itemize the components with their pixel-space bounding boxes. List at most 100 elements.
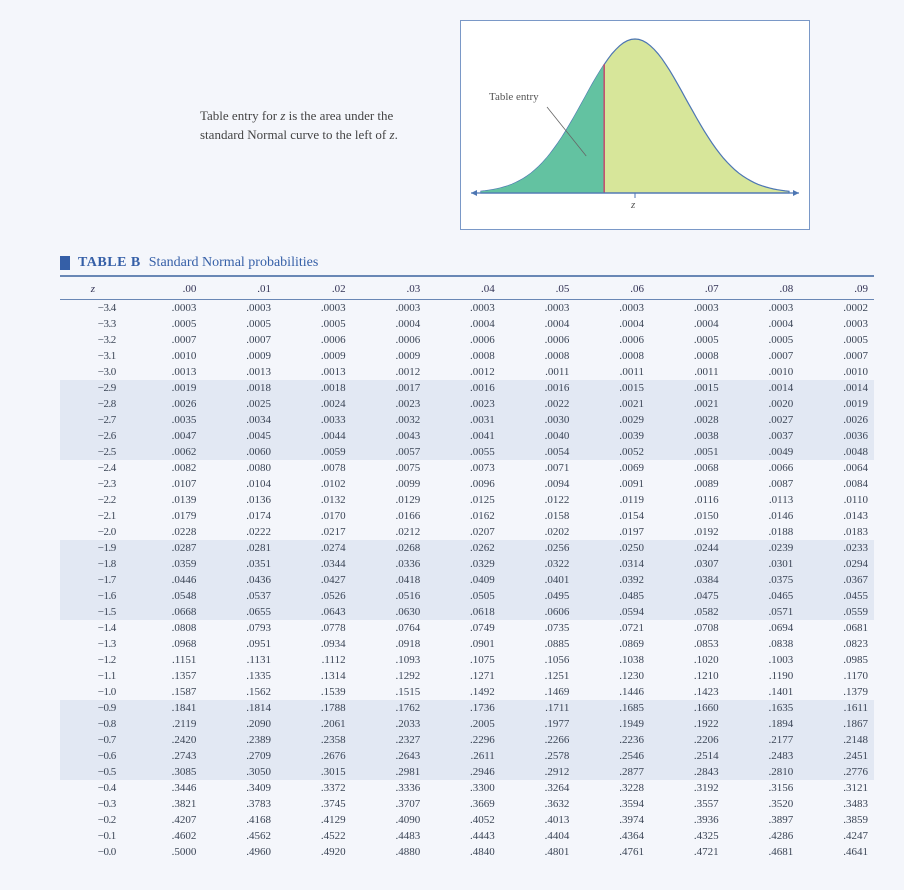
cell: .0026 <box>799 412 874 428</box>
cell: .0021 <box>575 396 650 412</box>
cell: .1562 <box>202 684 277 700</box>
cell: .2296 <box>426 732 501 748</box>
cell: .1020 <box>650 652 725 668</box>
cell: .4364 <box>575 828 650 844</box>
cell: .1977 <box>501 716 576 732</box>
cell: .0018 <box>277 380 352 396</box>
cell: .0032 <box>352 412 427 428</box>
cell: .0170 <box>277 508 352 524</box>
cell: .1469 <box>501 684 576 700</box>
cell: .0017 <box>352 380 427 396</box>
cell: .0307 <box>650 556 725 572</box>
table-row: −1.0.1587.1562.1539.1515.1492.1469.1446.… <box>60 684 874 700</box>
z-label: −2.8 <box>60 396 128 412</box>
table-row: −2.1.0179.0174.0170.0166.0162.0158.0154.… <box>60 508 874 524</box>
cell: .1762 <box>352 700 427 716</box>
cell: .1075 <box>426 652 501 668</box>
col-07: .07 <box>650 279 725 300</box>
cell: .0516 <box>352 588 427 604</box>
cell: .0003 <box>501 300 576 317</box>
cell: .0007 <box>202 332 277 348</box>
cell: .0031 <box>426 412 501 428</box>
cell: .1230 <box>575 668 650 684</box>
cell: .1587 <box>128 684 203 700</box>
z-label: −2.2 <box>60 492 128 508</box>
cell: .1660 <box>650 700 725 716</box>
cell: .0039 <box>575 428 650 444</box>
cell: .1635 <box>725 700 800 716</box>
cell: .2810 <box>725 764 800 780</box>
cell: .4721 <box>650 844 725 860</box>
cell: .1515 <box>352 684 427 700</box>
cell: .0062 <box>128 444 203 460</box>
cell: .0606 <box>501 604 576 620</box>
cell: .0023 <box>426 396 501 412</box>
cell: .0764 <box>352 620 427 636</box>
cell: .2676 <box>277 748 352 764</box>
cell: .0793 <box>202 620 277 636</box>
cell: .3483 <box>799 796 874 812</box>
z-label: −3.0 <box>60 364 128 380</box>
cell: .0004 <box>650 316 725 332</box>
cell: .0537 <box>202 588 277 604</box>
cell: .0162 <box>426 508 501 524</box>
col-03: .03 <box>352 279 427 300</box>
cell: .0244 <box>650 540 725 556</box>
cell: .3156 <box>725 780 800 796</box>
cell: .1335 <box>202 668 277 684</box>
cell: .0004 <box>725 316 800 332</box>
cell: .0838 <box>725 636 800 652</box>
cell: .0207 <box>426 524 501 540</box>
cell: .0869 <box>575 636 650 652</box>
cell: .0089 <box>650 476 725 492</box>
cell: .1271 <box>426 668 501 684</box>
cell: .2546 <box>575 748 650 764</box>
cell: .0010 <box>725 364 800 380</box>
cell: .0084 <box>799 476 874 492</box>
z-label: −0.0 <box>60 844 128 860</box>
cell: .0019 <box>128 380 203 396</box>
cell: .0014 <box>799 380 874 396</box>
table-row: −1.9.0287.0281.0274.0268.0262.0256.0250.… <box>60 540 874 556</box>
header-row: z.00.01.02.03.04.05.06.07.08.09 <box>60 279 874 300</box>
cell: .0217 <box>277 524 352 540</box>
cell: .1093 <box>352 652 427 668</box>
cell: .1685 <box>575 700 650 716</box>
table-row: −2.7.0035.0034.0033.0032.0031.0030.0029.… <box>60 412 874 428</box>
cell: .2358 <box>277 732 352 748</box>
cell: .3264 <box>501 780 576 796</box>
table-row: −3.2.0007.0007.0006.0006.0006.0006.0006.… <box>60 332 874 348</box>
cell: .1003 <box>725 652 800 668</box>
cell: .0618 <box>426 604 501 620</box>
cell: .1446 <box>575 684 650 700</box>
cell: .0314 <box>575 556 650 572</box>
cell: .2090 <box>202 716 277 732</box>
cell: .0003 <box>575 300 650 317</box>
z-label: −0.4 <box>60 780 128 796</box>
cell: .0012 <box>426 364 501 380</box>
cell: .0427 <box>277 572 352 588</box>
z-label: −2.5 <box>60 444 128 460</box>
cell: .0344 <box>277 556 352 572</box>
cell: .0071 <box>501 460 576 476</box>
cell: .4325 <box>650 828 725 844</box>
z-label: −2.6 <box>60 428 128 444</box>
cell: .0068 <box>650 460 725 476</box>
table-row: −1.2.1151.1131.1112.1093.1075.1056.1038.… <box>60 652 874 668</box>
cell: .0262 <box>426 540 501 556</box>
cell: .3821 <box>128 796 203 812</box>
cell: .2033 <box>352 716 427 732</box>
cell: .0010 <box>799 364 874 380</box>
cell: .3594 <box>575 796 650 812</box>
cell: .0287 <box>128 540 203 556</box>
cell: .0485 <box>575 588 650 604</box>
cell: .4404 <box>501 828 576 844</box>
cell: .0055 <box>426 444 501 460</box>
cell: .0026 <box>128 396 203 412</box>
cell: .0064 <box>799 460 874 476</box>
cell: .0041 <box>426 428 501 444</box>
cell: .1949 <box>575 716 650 732</box>
cell: .0004 <box>501 316 576 332</box>
cell: .0778 <box>277 620 352 636</box>
z-label: −1.6 <box>60 588 128 604</box>
